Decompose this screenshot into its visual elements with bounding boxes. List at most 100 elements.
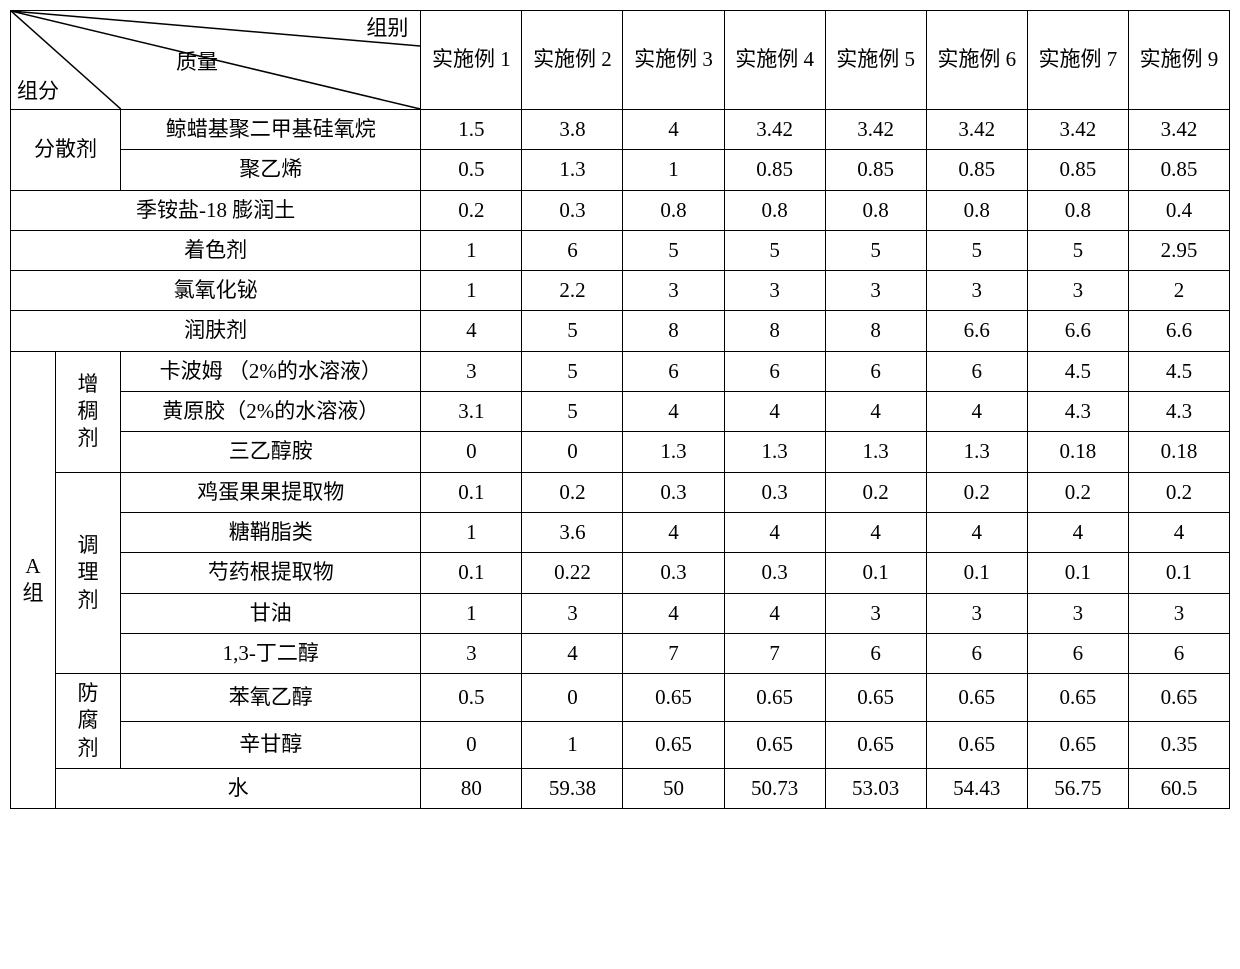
cell: 2.2	[522, 271, 623, 311]
cell: 0.85	[1128, 150, 1229, 190]
cell: 0.8	[825, 190, 926, 230]
row-name: 三乙醇胺	[121, 432, 421, 472]
cell: 53.03	[825, 769, 926, 809]
table-row: 1,3-丁二醇 3 4 7 7 6 6 6 6	[11, 633, 1230, 673]
cell: 0.65	[1027, 721, 1128, 768]
cell: 0.1	[825, 553, 926, 593]
cell: 4	[1027, 512, 1128, 552]
table-row: 氯氧化铋 1 2.2 3 3 3 3 3 2	[11, 271, 1230, 311]
row-name: 鸡蛋果果提取物	[121, 472, 421, 512]
row-name: 糖鞘脂类	[121, 512, 421, 552]
cell: 3	[421, 633, 522, 673]
row-name: 1,3-丁二醇	[121, 633, 421, 673]
cell: 0.8	[1027, 190, 1128, 230]
cell: 4.5	[1128, 351, 1229, 391]
cell: 4.3	[1128, 392, 1229, 432]
table-row: 辛甘醇 0 1 0.65 0.65 0.65 0.65 0.65 0.35	[11, 721, 1230, 768]
cell: 6	[825, 351, 926, 391]
cell: 80	[421, 769, 522, 809]
cell: 6	[926, 351, 1027, 391]
cell: 0.85	[724, 150, 825, 190]
cell: 0.1	[1027, 553, 1128, 593]
cell: 0	[421, 721, 522, 768]
cell: 0.65	[1027, 674, 1128, 721]
cell: 0.1	[1128, 553, 1229, 593]
cell: 6.6	[1128, 311, 1229, 351]
group-a-label: A 组	[11, 351, 56, 809]
cell: 0.65	[724, 674, 825, 721]
cell: 7	[724, 633, 825, 673]
cell: 3.6	[522, 512, 623, 552]
cell: 3.42	[926, 110, 1027, 150]
cell: 0.18	[1027, 432, 1128, 472]
cell: 4	[825, 392, 926, 432]
cell: 1	[522, 721, 623, 768]
subgroup-label: 调 理 剂	[56, 472, 121, 673]
col-header: 实施例 3	[623, 11, 724, 110]
cell: 1.3	[623, 432, 724, 472]
cell: 0.35	[1128, 721, 1229, 768]
cell: 4	[623, 593, 724, 633]
cell: 4	[522, 633, 623, 673]
cell: 1.3	[724, 432, 825, 472]
cell: 5	[623, 230, 724, 270]
cell: 0	[421, 432, 522, 472]
cell: 1	[421, 230, 522, 270]
cell: 60.5	[1128, 769, 1229, 809]
cell: 1.3	[926, 432, 1027, 472]
table-row: 黄原胶（2%的水溶液） 3.1 5 4 4 4 4 4.3 4.3	[11, 392, 1230, 432]
diag-label-mid: 质量	[176, 49, 218, 76]
cell: 1.3	[825, 432, 926, 472]
cell: 3	[825, 271, 926, 311]
cell: 3	[825, 593, 926, 633]
cell: 4	[623, 512, 724, 552]
cell: 8	[724, 311, 825, 351]
cell: 0.8	[623, 190, 724, 230]
cell: 0.8	[926, 190, 1027, 230]
composition-table: 组别 质量 组分 实施例 1 实施例 2 实施例 3 实施例 4 实施例 5 实…	[10, 10, 1230, 809]
cell: 6.6	[1027, 311, 1128, 351]
cell: 1	[623, 150, 724, 190]
cell: 4	[1128, 512, 1229, 552]
cell: 0.2	[1128, 472, 1229, 512]
diag-label-bottom: 组分	[17, 78, 59, 105]
cell: 5	[825, 230, 926, 270]
cell: 4	[724, 593, 825, 633]
cell: 2	[1128, 271, 1229, 311]
table-row: 糖鞘脂类 1 3.6 4 4 4 4 4 4	[11, 512, 1230, 552]
cell: 3	[1128, 593, 1229, 633]
cell: 4.5	[1027, 351, 1128, 391]
cell: 4	[623, 110, 724, 150]
cell: 0.5	[421, 150, 522, 190]
cell: 6	[1027, 633, 1128, 673]
cell: 1.3	[522, 150, 623, 190]
diag-label-top: 组别	[366, 15, 408, 42]
cell: 4	[421, 311, 522, 351]
cell: 3	[522, 593, 623, 633]
table-row: 三乙醇胺 0 0 1.3 1.3 1.3 1.3 0.18 0.18	[11, 432, 1230, 472]
cell: 4	[926, 392, 1027, 432]
cell: 0	[522, 674, 623, 721]
cell: 8	[825, 311, 926, 351]
cell: 59.38	[522, 769, 623, 809]
cell: 5	[522, 351, 623, 391]
cell: 0.85	[1027, 150, 1128, 190]
cell: 3	[1027, 271, 1128, 311]
row-name: 聚乙烯	[121, 150, 421, 190]
cell: 0.3	[623, 553, 724, 593]
cell: 6.6	[926, 311, 1027, 351]
col-header: 实施例 9	[1128, 11, 1229, 110]
col-header: 实施例 6	[926, 11, 1027, 110]
cell: 0	[522, 432, 623, 472]
col-header: 实施例 2	[522, 11, 623, 110]
table-row: A 组 增 稠 剂 卡波姆 （2%的水溶液） 3 5 6 6 6 6 4.5 4…	[11, 351, 1230, 391]
cell: 3.8	[522, 110, 623, 150]
cell: 8	[623, 311, 724, 351]
table-row: 着色剂 1 6 5 5 5 5 5 2.95	[11, 230, 1230, 270]
cell: 0.2	[421, 190, 522, 230]
cell: 3.42	[1027, 110, 1128, 150]
cell: 4	[623, 392, 724, 432]
cell: 0.2	[522, 472, 623, 512]
cell: 0.8	[724, 190, 825, 230]
cell: 3.42	[1128, 110, 1229, 150]
